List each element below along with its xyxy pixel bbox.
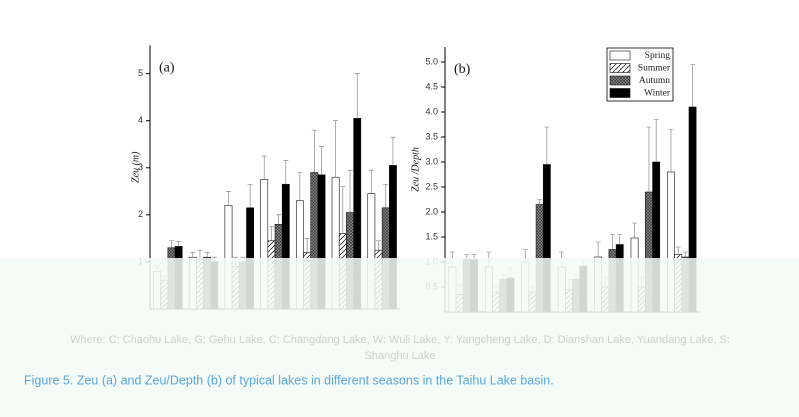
y-axis-label: Zeu /Depth xyxy=(410,147,421,192)
y-tick-label: 5.0 xyxy=(425,56,438,66)
y-tick-label: 2 xyxy=(138,209,143,219)
error-bar xyxy=(168,240,174,248)
error-bar xyxy=(354,73,360,119)
error-bar xyxy=(675,246,681,255)
error-bar xyxy=(646,126,652,192)
y-tick-label: 2.5 xyxy=(425,181,438,191)
error-bar xyxy=(190,252,196,258)
error-bar xyxy=(368,169,374,194)
legend-label: Winter xyxy=(644,89,671,99)
y-tick-label: 4 xyxy=(138,115,143,125)
error-bar xyxy=(283,160,289,185)
y-tick-label: 1.5 xyxy=(425,231,438,241)
error-bar xyxy=(632,222,638,238)
error-bar xyxy=(390,136,396,166)
y-axis-label: Zeu (m) xyxy=(130,151,141,183)
error-bar xyxy=(340,186,346,234)
note-line: Shanghu Lake xyxy=(365,350,436,362)
y-tick-label: 3.5 xyxy=(425,131,438,141)
fade-overlay xyxy=(0,258,799,417)
legend-swatch xyxy=(609,75,631,86)
error-bar xyxy=(247,183,253,208)
error-bar xyxy=(225,191,231,206)
error-bar xyxy=(176,241,182,247)
legend-swatch xyxy=(609,63,631,73)
error-bar xyxy=(595,241,601,257)
panel-label: (a) xyxy=(159,61,175,76)
panel-label: (b) xyxy=(454,62,471,77)
error-bar xyxy=(383,183,389,208)
error-bar xyxy=(347,169,353,213)
caption: Figure 5. Zeu (a) and Zeu/Depth (b) of t… xyxy=(24,373,554,387)
y-tick-label: 4.5 xyxy=(425,81,438,91)
note-line: Where: C: Chaohu Lake, G: Gehu Lake, C: … xyxy=(70,334,730,346)
error-bar xyxy=(333,120,339,178)
y-tick-label: 3 xyxy=(138,162,143,172)
error-bar xyxy=(304,238,310,253)
error-bar xyxy=(376,240,382,251)
legend-label: Summer xyxy=(638,64,671,74)
error-bar xyxy=(682,251,688,257)
error-bar xyxy=(544,126,550,165)
error-bar xyxy=(690,64,696,107)
y-tick-label: 5 xyxy=(138,68,143,78)
error-bar xyxy=(297,172,303,201)
legend-label: Spring xyxy=(645,51,671,61)
legend-swatch xyxy=(609,50,631,61)
y-tick-label: 4.0 xyxy=(425,106,438,116)
y-tick-label: 3.0 xyxy=(425,156,438,166)
error-bar xyxy=(537,199,543,205)
error-bar xyxy=(610,234,616,250)
legend-swatch xyxy=(609,88,631,98)
error-bar xyxy=(617,234,623,245)
error-bar xyxy=(311,129,317,173)
error-bar xyxy=(668,129,674,172)
error-bar xyxy=(653,119,659,162)
legend-label: Autumn xyxy=(639,76,670,86)
error-bar xyxy=(268,226,274,241)
error-bar xyxy=(319,146,325,175)
y-tick-label: 2.0 xyxy=(425,206,438,216)
error-bar xyxy=(276,214,282,225)
error-bar xyxy=(261,155,267,180)
error-bar xyxy=(204,252,210,258)
